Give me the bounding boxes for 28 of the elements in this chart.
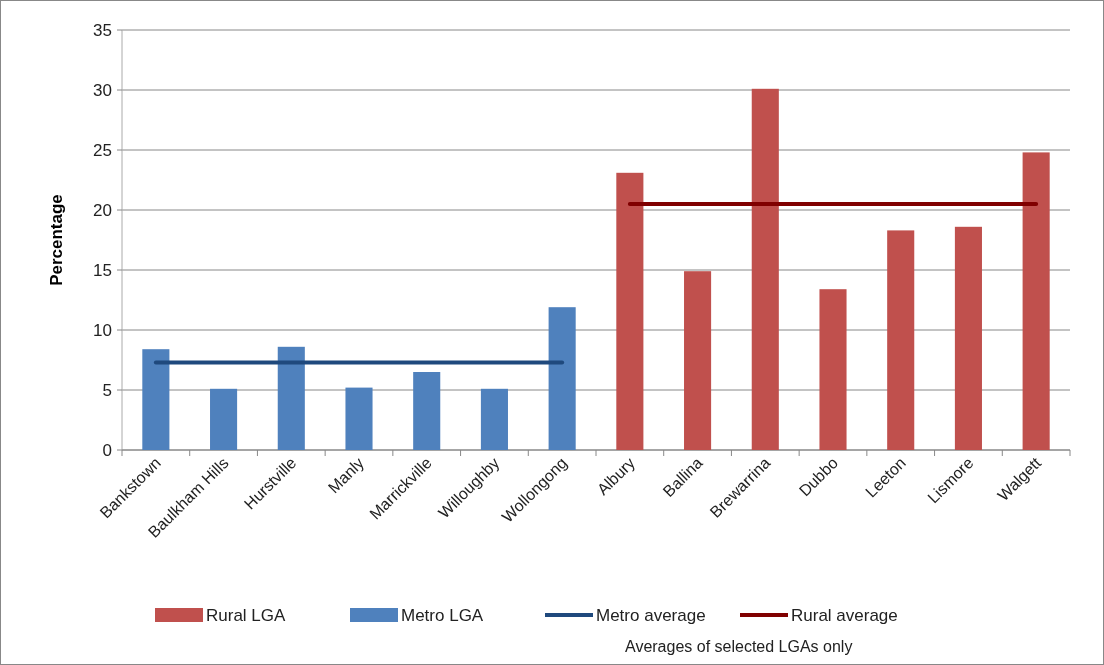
y-tick-label: 30 <box>93 80 112 100</box>
bar <box>480 388 508 450</box>
bar <box>616 172 644 450</box>
bar <box>1022 152 1050 450</box>
y-tick-label: 25 <box>93 140 112 160</box>
legend-label: Metro average <box>596 605 706 625</box>
y-tick-label: 10 <box>93 320 112 340</box>
y-tick-label: 15 <box>93 260 112 280</box>
bar <box>954 226 982 450</box>
y-tick-label: 0 <box>102 440 112 460</box>
legend-label: Rural LGA <box>206 605 287 625</box>
y-tick-label: 5 <box>102 380 112 400</box>
bar <box>819 289 847 450</box>
bar <box>684 271 712 450</box>
text: Averages of selected LGAs only <box>625 638 853 655</box>
bar <box>887 230 915 450</box>
legend-label: Rural average <box>791 605 898 625</box>
bar <box>210 388 238 450</box>
y-tick-label: 35 <box>93 20 112 40</box>
bar <box>751 88 779 450</box>
bar <box>413 372 441 450</box>
bar <box>277 346 305 450</box>
y-axis-title: Percentage <box>47 194 66 286</box>
bar <box>345 387 373 450</box>
legend-label: Metro LGA <box>401 605 484 625</box>
bar <box>142 349 170 450</box>
y-tick-label: 20 <box>93 200 112 220</box>
bar <box>548 307 576 450</box>
